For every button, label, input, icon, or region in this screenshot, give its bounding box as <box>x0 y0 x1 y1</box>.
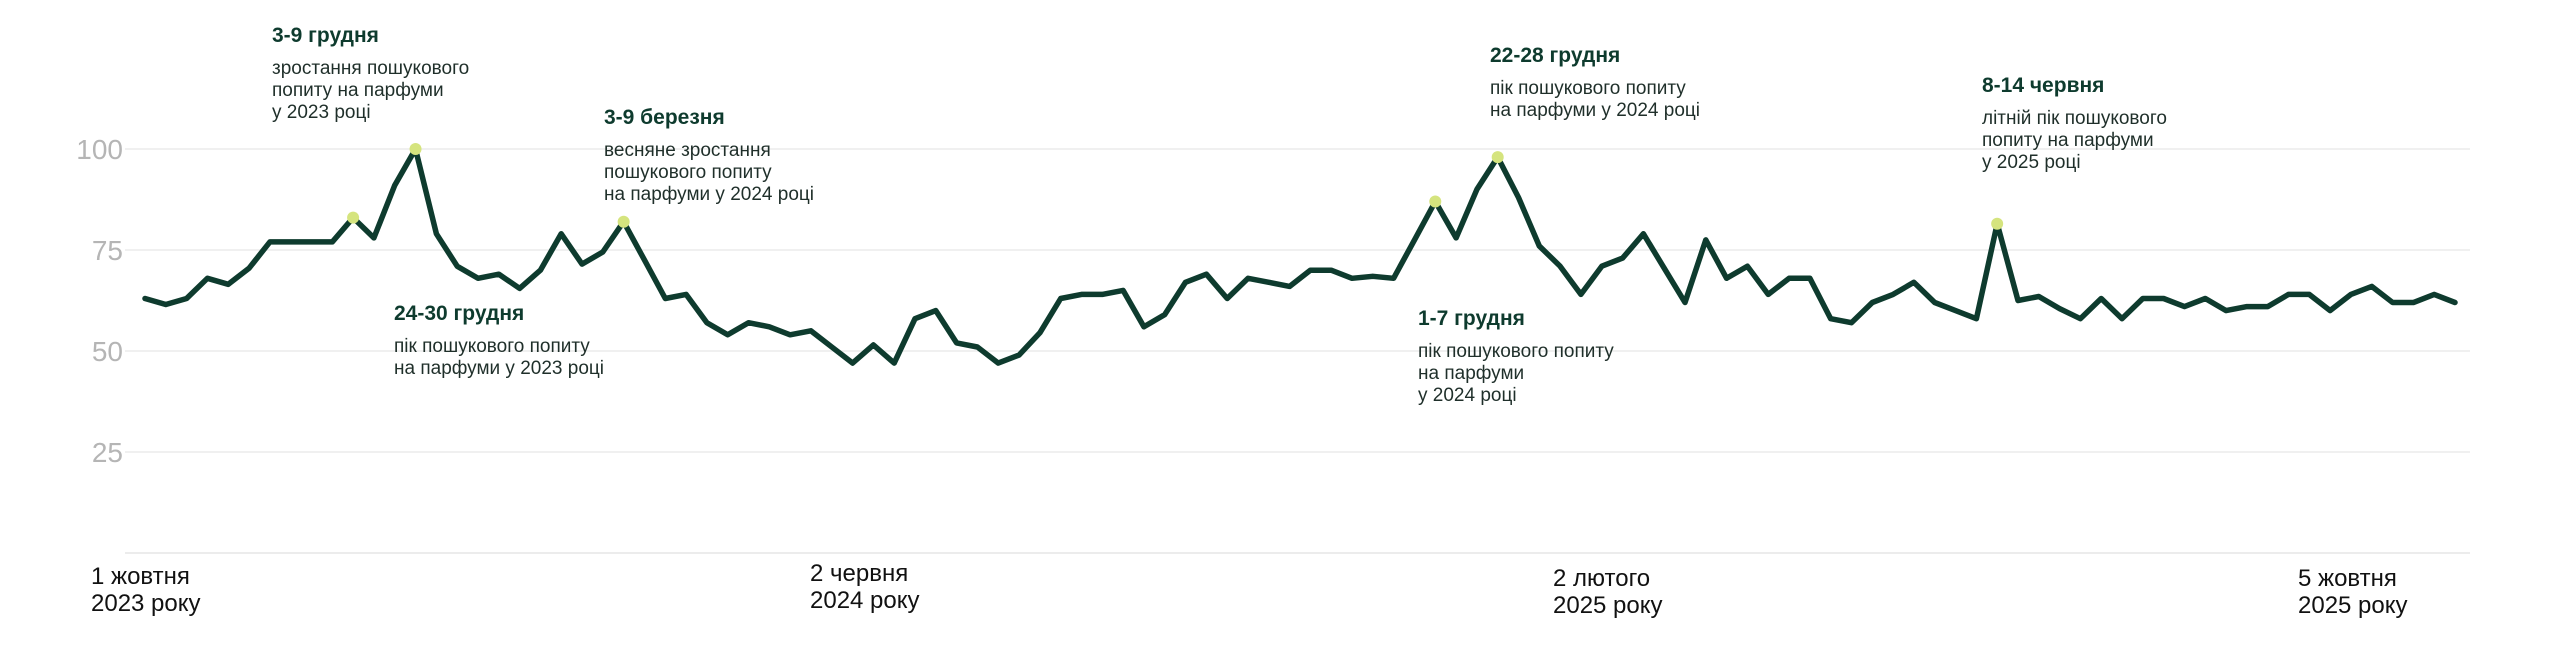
annotation-text: пошукового попиту <box>604 162 772 183</box>
y-tick-label: 25 <box>92 437 123 468</box>
peak-marker <box>409 143 422 155</box>
annotation-text: на парфуми у 2024 році <box>1490 100 1700 121</box>
x-tick-label-line2: 2024 року <box>810 587 920 614</box>
annotation-title: 22-28 грудня <box>1490 44 1620 67</box>
x-tick-label-line1: 2 червня <box>810 560 908 587</box>
annotation-text: літній пік пошукового <box>1982 108 2167 129</box>
annotation-text: пік пошукового попиту <box>1418 341 1614 362</box>
annotation-text: пік пошукового попиту <box>394 336 590 357</box>
annotation-title: 3-9 березня <box>604 106 725 129</box>
x-tick-label-line1: 5 жовтня <box>2298 565 2397 592</box>
peak-markers <box>347 143 2004 230</box>
annotation-title: 24-30 грудня <box>394 302 524 325</box>
series-line-layer <box>142 146 2458 366</box>
peak-marker <box>617 215 630 228</box>
x-tick-label-line2: 2023 року <box>91 590 201 617</box>
annotation-text: пік пошукового попиту <box>1490 78 1686 99</box>
peak-marker <box>347 211 360 224</box>
y-tick-label: 50 <box>92 336 123 367</box>
annotation-title: 1-7 грудня <box>1418 307 1525 330</box>
grid-layer <box>125 148 2470 554</box>
annotation-title: 3-9 грудня <box>272 24 379 47</box>
peak-marker <box>1991 217 2004 230</box>
annotation-text: у 2025 році <box>1982 152 2081 173</box>
y-axis-ticks: 25 50 75 100 <box>76 134 123 468</box>
y-tick-label: 100 <box>76 134 123 165</box>
annotation-title: 8-14 червня <box>1982 74 2104 97</box>
series-line <box>142 146 2458 366</box>
x-tick-label-line1: 2 лютого <box>1553 565 1650 592</box>
x-tick-label-line2: 2025 року <box>1553 592 1663 619</box>
annotation-text: у 2024 році <box>1418 385 1517 406</box>
annotation-text: попиту на парфуми <box>272 80 444 101</box>
x-tick-label-line1: 1 жовтня <box>91 563 190 590</box>
annotation-text: на парфуми у 2023 році <box>394 358 604 379</box>
annotation-text: зростання пошукового <box>272 58 469 79</box>
annotation-text: у 2023 році <box>272 102 371 123</box>
annotation-text: попиту на парфуми <box>1982 130 2154 151</box>
x-tick-label-line2: 2025 року <box>2298 592 2408 619</box>
peak-marker <box>1491 151 1504 164</box>
annotation-text: на парфуми <box>1418 363 1524 384</box>
annotation-text: на парфуми у 2024 році <box>604 184 814 205</box>
annotation-text: весняне зростання <box>604 140 771 161</box>
y-tick-label: 75 <box>92 235 123 266</box>
peak-marker <box>1429 195 1442 208</box>
